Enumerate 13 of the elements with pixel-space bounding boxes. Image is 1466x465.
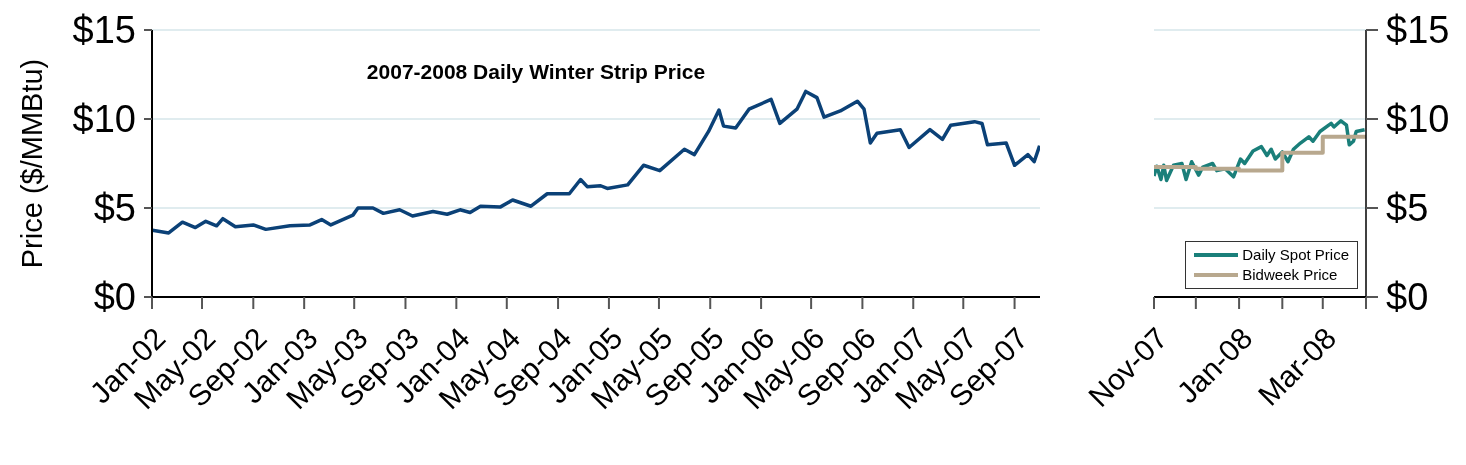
y-axis-title: Price ($/MMBtu) [16, 58, 48, 269]
y2-tick-label: $0 [1386, 276, 1429, 318]
y-tick-label: $15 [72, 9, 136, 51]
y-tick-label: $5 [93, 187, 136, 229]
text: 2007-2008 Daily Winter Strip Price [365, 60, 707, 84]
y-tick-label: $10 [72, 98, 136, 140]
line-series [152, 89, 1040, 235]
y2-tick-label: $5 [1386, 187, 1429, 229]
legend-label: Bidweek Price [1242, 265, 1338, 285]
y2-tick-label: $10 [1386, 98, 1450, 140]
legend-label: Daily Spot Price [1242, 245, 1349, 265]
y-tick-label: $0 [93, 276, 136, 318]
y2-tick-label: $15 [1386, 9, 1450, 51]
